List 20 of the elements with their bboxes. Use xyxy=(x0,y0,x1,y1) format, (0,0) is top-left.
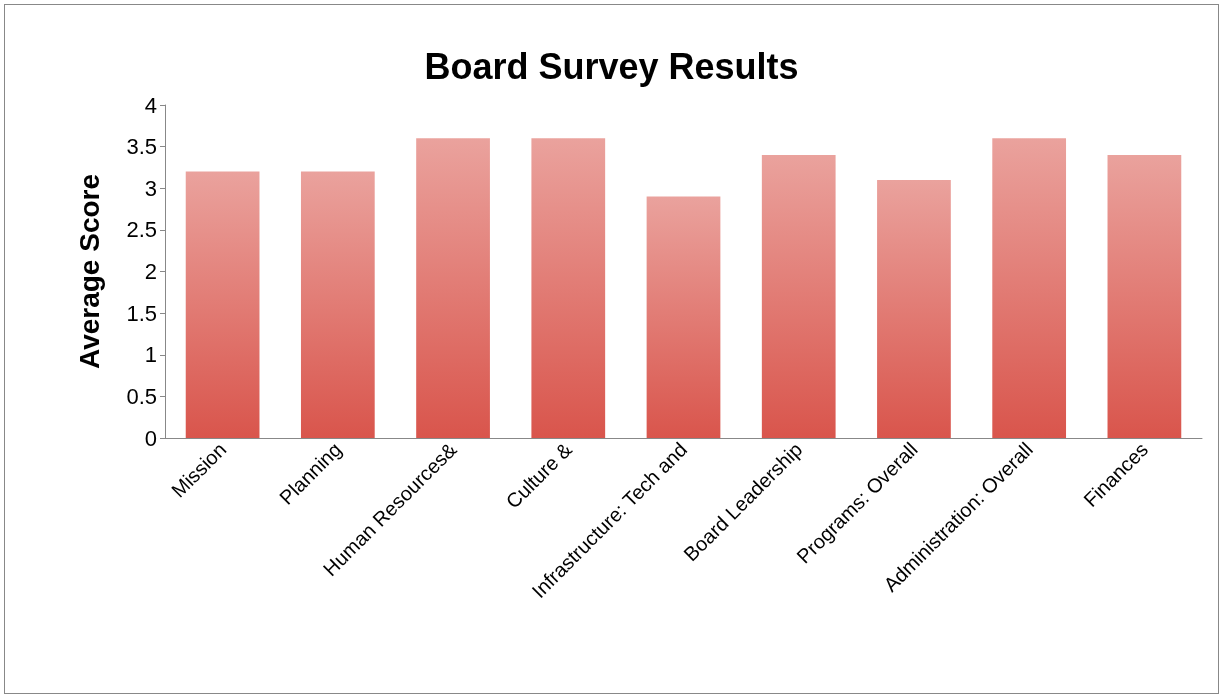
y-tick-label: 1.5 xyxy=(126,300,157,326)
chart-title: Board Survey Results xyxy=(424,45,799,87)
y-tick-label: 3.5 xyxy=(126,134,157,160)
y-tick-label: 1 xyxy=(144,342,157,368)
bar xyxy=(185,171,260,438)
bar xyxy=(646,196,721,438)
y-tick-label: 0 xyxy=(144,425,157,451)
y-tick-label: 4 xyxy=(144,92,157,118)
bar xyxy=(761,154,836,438)
bar xyxy=(1107,154,1182,438)
y-tick-label: 2.5 xyxy=(126,217,157,243)
y-axis-title: Average Score xyxy=(73,173,105,370)
y-tick-label: 2 xyxy=(144,259,157,284)
bar xyxy=(992,138,1067,438)
bar xyxy=(300,171,375,438)
y-tick-label: 3 xyxy=(144,175,157,201)
bar xyxy=(531,138,606,438)
bar xyxy=(416,138,490,438)
y-tick-label: 0.5 xyxy=(126,383,157,409)
bar xyxy=(877,179,951,438)
